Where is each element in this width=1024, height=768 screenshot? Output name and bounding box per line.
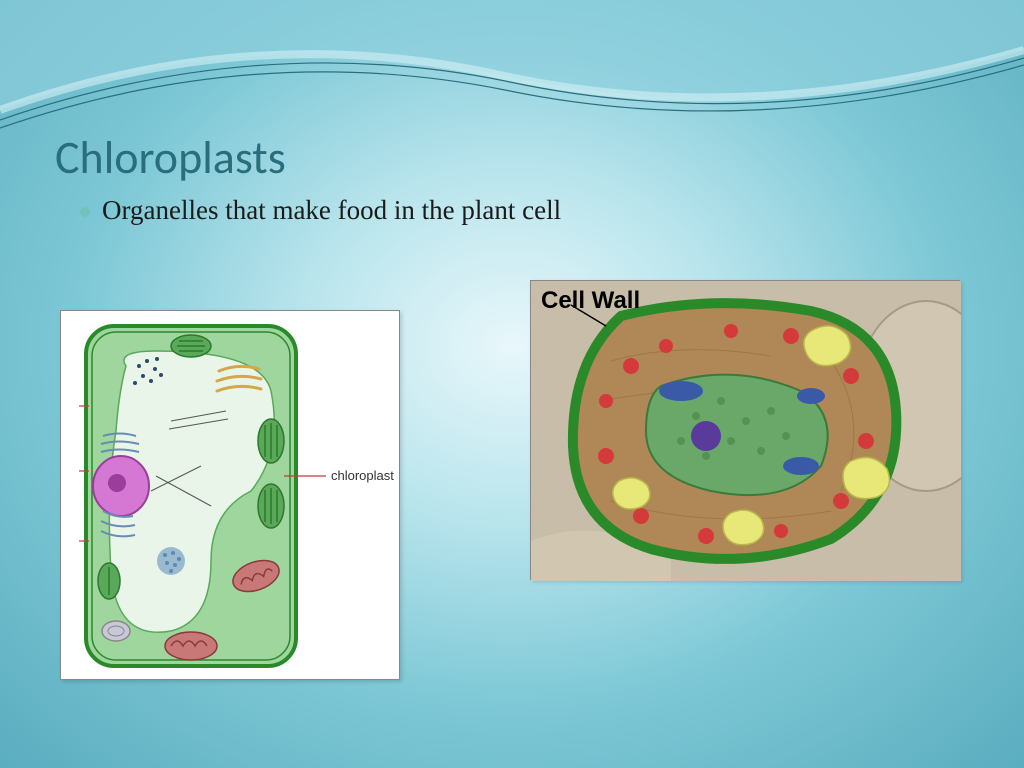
cell-wall-diagram: Cell Wall [530, 280, 960, 580]
bullet-text: Organelles that make food in the plant c… [102, 195, 561, 226]
bullet-item: Organelles that make food in the plant c… [80, 195, 561, 226]
slide-title: Chloroplasts [55, 130, 286, 186]
bullet-marker [80, 207, 90, 217]
plant-cell-diagram: chloroplast [60, 310, 400, 680]
cell-wall-label: Cell Wall [541, 287, 640, 315]
chloroplast-label: chloroplast [331, 468, 394, 483]
